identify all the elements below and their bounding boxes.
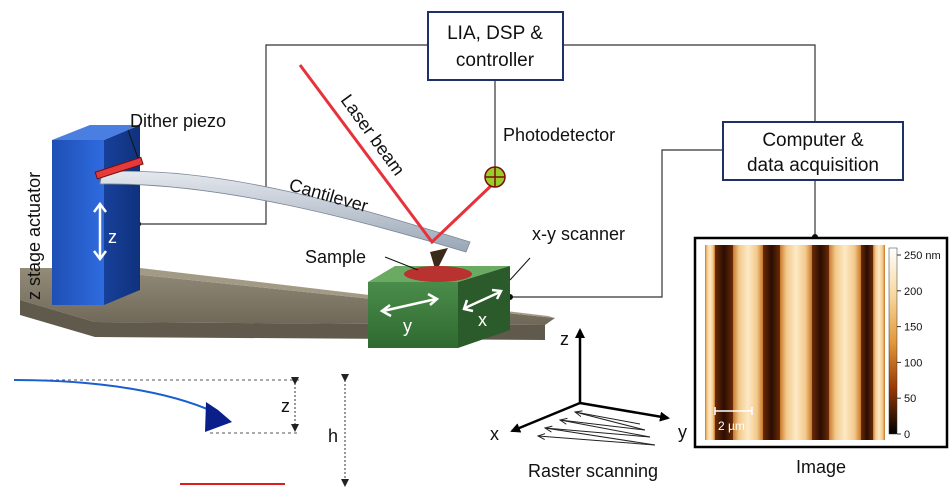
afm-groove-1 — [715, 245, 733, 440]
raster-scanning-label: Raster scanning — [528, 461, 658, 481]
sample-disk — [404, 266, 472, 282]
axis-y-label: y — [678, 422, 687, 442]
scanner-y-label: y — [403, 316, 412, 336]
afm-stripe-5 — [873, 245, 885, 440]
axis-x-label: x — [490, 424, 499, 444]
deflection-tip — [205, 402, 232, 432]
colorbar-tick-label: 250 nm — [904, 250, 941, 262]
xy-scanner-leader — [509, 257, 531, 281]
afm-image-panel: 2 µm 250 nm 200 150 100 50 0 — [693, 236, 949, 449]
z-stage-actuator — [52, 125, 140, 305]
computer-line2: data acquisition — [747, 155, 879, 176]
cantilever — [99, 170, 471, 272]
sample-label: Sample — [305, 247, 366, 267]
deflection-h-label: h — [328, 426, 338, 446]
scanner-x-arrow — [462, 288, 503, 313]
colorbar — [888, 247, 898, 435]
afm-scale-bar-label: 2 µm — [718, 419, 745, 433]
xy-scanner — [368, 266, 510, 348]
afm-stripe-3 — [780, 245, 812, 440]
laser-beam — [298, 64, 497, 245]
afm-stripe-2 — [733, 245, 763, 440]
z-actuator-axis-label: z — [108, 227, 117, 247]
image-caption: Image — [796, 457, 846, 477]
controller-line1: LIA, DSP & — [447, 23, 543, 44]
afm-stripe-1 — [705, 245, 715, 440]
wire-controller-to-zstage — [138, 44, 428, 225]
sample-leader — [384, 256, 419, 271]
afm-stripe-4 — [829, 245, 861, 440]
z-stage-actuator-label: z stage actuator — [24, 172, 44, 300]
colorbar-tick-label: 50 — [904, 393, 916, 405]
colorbar-tick-label: 200 — [904, 286, 922, 298]
photodetector-label: Photodetector — [503, 125, 615, 145]
deflection-inset — [13, 374, 349, 487]
dither-piezo — [94, 156, 144, 180]
scanner-x-label: x — [478, 310, 487, 330]
scanner-y-arrow — [379, 292, 440, 318]
colorbar-tick-label: 0 — [904, 429, 910, 441]
afm-groove-4 — [861, 245, 873, 440]
wire-computer-to-scanner — [510, 149, 723, 298]
colorbar-ticks: 250 nm 200 150 100 50 0 — [897, 250, 941, 441]
dither-piezo-leader — [127, 129, 139, 159]
photodetector — [484, 166, 506, 188]
colorbar-tick-label: 100 — [904, 357, 922, 369]
computer-line1: Computer & — [762, 130, 864, 151]
raster-path — [538, 412, 656, 446]
laser-beam-label: Laser beam — [337, 91, 409, 180]
scan-axes — [510, 328, 670, 433]
xy-scanner-label: x-y scanner — [532, 224, 625, 244]
afm-groove-2 — [763, 245, 780, 440]
controller-box — [427, 11, 564, 81]
wire-controller-to-computer — [563, 44, 816, 122]
z-actuator-arrow — [93, 201, 107, 262]
dither-piezo-label: Dither piezo — [130, 111, 226, 131]
afm-scale-bar — [714, 407, 753, 415]
axis-z-label: z — [560, 329, 569, 349]
computer-box — [722, 121, 904, 181]
colorbar-tick-label: 150 — [904, 322, 922, 334]
controller-line2: controller — [456, 50, 535, 71]
afm-groove-3 — [812, 245, 829, 440]
deflection-z-label: z — [281, 396, 290, 416]
wiring — [138, 44, 816, 298]
